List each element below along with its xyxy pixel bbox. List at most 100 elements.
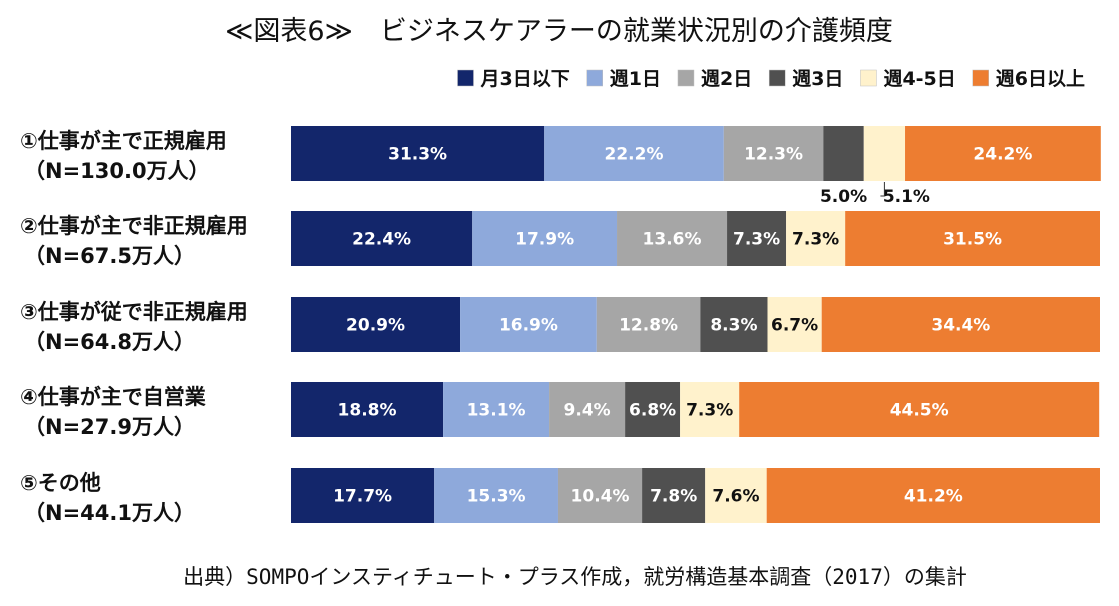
data-label: 34.4% (931, 316, 990, 336)
bar-segment (291, 382, 444, 437)
data-label: 7.3% (686, 401, 733, 421)
legend-swatch (860, 69, 877, 87)
bar-segment (617, 211, 728, 266)
legend-swatch (457, 69, 474, 87)
data-label: 9.4% (564, 401, 611, 421)
legend-swatch (586, 69, 603, 87)
bar-row: 17.7% 15.3% 10.4% 7.8% 7.6% 41.2% (291, 468, 1100, 523)
category-sublabel: （N=27.9万人） (24, 415, 195, 439)
bar-segment (863, 126, 906, 181)
bar-row: 31.3% 22.2% 12.3% 24.2% 5.0% 5.1% (291, 126, 1101, 207)
bar-segment (723, 126, 824, 181)
bar-segment (905, 126, 1101, 181)
bar-segment (700, 297, 768, 352)
bar-segment (625, 382, 681, 437)
data-label: 5.1% (883, 187, 930, 207)
data-label: 13.1% (467, 401, 526, 421)
data-label: 7.3% (733, 230, 780, 250)
data-label: 18.8% (338, 401, 397, 421)
category-sublabel: （N=67.5万人） (24, 244, 195, 268)
legend-item: 月3日以下 (457, 68, 570, 90)
data-label: 6.8% (629, 401, 676, 421)
bar-segment (596, 297, 701, 352)
data-label: 7.8% (650, 487, 697, 507)
data-label: 7.3% (792, 230, 839, 250)
bar-segment (434, 468, 558, 523)
data-label: 44.5% (890, 401, 949, 421)
data-label: 5.0% (820, 187, 867, 207)
bar-segment (821, 297, 1100, 352)
legend-label: 週1日 (610, 68, 661, 90)
data-label: 15.3% (467, 487, 526, 507)
legend-item: 週2日 (677, 68, 752, 90)
category-label: ⑤その他 (20, 471, 101, 495)
legend: 月3日以下 週1日 週2日 週3日 週4-5日 週6日以上 (457, 68, 1085, 90)
legend-item: 週4-5日 (860, 68, 956, 90)
legend-label: 週4-5日 (883, 68, 955, 90)
bar-segment (472, 211, 618, 266)
category-label: ②仕事が主で非正規雇用 (20, 214, 248, 238)
data-label: 12.3% (744, 145, 803, 165)
data-label: 16.9% (499, 316, 558, 336)
legend-swatch (677, 69, 695, 87)
bar-segment (680, 382, 740, 437)
category-label: ④仕事が主で自営業 (20, 385, 207, 409)
category-label: ③仕事が従で非正規雇用 (20, 300, 248, 324)
data-label: 24.2% (973, 145, 1032, 165)
data-label: 12.8% (619, 316, 678, 336)
bar-segment (460, 297, 597, 352)
bar-segment (544, 126, 724, 181)
legend-item: 週6日以上 (972, 68, 1085, 90)
data-label: 31.3% (388, 145, 447, 165)
bar-segment (705, 468, 767, 523)
legend-swatch (768, 69, 786, 87)
bar-row: 20.9% 16.9% 12.8% 8.3% 6.7% 34.4% (291, 297, 1100, 352)
bar-segment (443, 382, 550, 437)
data-label: 17.7% (333, 487, 392, 507)
bar-segment (845, 211, 1100, 266)
data-label: 22.4% (352, 230, 411, 250)
bar-segment (727, 211, 787, 266)
legend-label: 週3日 (792, 68, 843, 90)
chart-title: ≪図表6≫ ビジネスケアラーの就業状況別の介護頻度 (225, 16, 893, 47)
bar-segment (786, 211, 846, 266)
category-label: ①仕事が主で正規雇用 (20, 129, 227, 153)
data-label: 17.9% (515, 230, 574, 250)
bar-segment (291, 468, 435, 523)
category-sublabel: （N=130.0万人） (24, 159, 210, 183)
data-label: 22.2% (605, 145, 664, 165)
data-label: 20.9% (346, 316, 405, 336)
bar-segment (823, 126, 864, 181)
bar-segment (739, 382, 1100, 437)
data-label: 7.6% (712, 487, 759, 507)
data-label: 6.7% (771, 316, 818, 336)
data-label: 41.2% (904, 487, 963, 507)
bars: 31.3% 22.2% 12.3% 24.2% 5.0% 5.1% 22.4% 17.9% 13… (291, 126, 1101, 523)
bar-segment (549, 382, 626, 437)
bar-row: 18.8% 13.1% 9.4% 6.8% 7.3% 44.5% (291, 382, 1100, 437)
leader-line (880, 182, 885, 197)
data-label: 8.3% (710, 316, 757, 336)
bar-segment (291, 297, 461, 352)
bar-segment (291, 211, 473, 266)
legend-label: 週2日 (701, 68, 752, 90)
data-label: 31.5% (943, 230, 1002, 250)
bar-segment (291, 126, 545, 181)
source-note: 出典）SOMPOインスティチュート・プラス作成，就労構造基本調査（2017）の集… (183, 565, 967, 589)
category-labels: ①仕事が主で正規雇用 （N=130.0万人） ②仕事が主で非正規雇用 （N=67.5万… (20, 129, 248, 525)
category-sublabel: （N=44.1万人） (24, 501, 195, 525)
bar-row: 22.4% 17.9% 13.6% 7.3% 7.3% 31.5% (291, 211, 1100, 266)
legend-label: 月3日以下 (480, 68, 570, 90)
bar-segment (642, 468, 706, 523)
data-label: 13.6% (643, 230, 702, 250)
bar-segment (767, 297, 822, 352)
bar-segment (557, 468, 643, 523)
bar-segment (766, 468, 1100, 523)
legend-item: 週3日 (768, 68, 843, 90)
category-sublabel: （N=64.8万人） (24, 330, 195, 354)
legend-label: 週6日以上 (996, 68, 1085, 90)
legend-item: 週1日 (586, 68, 661, 90)
legend-swatch (972, 69, 990, 87)
